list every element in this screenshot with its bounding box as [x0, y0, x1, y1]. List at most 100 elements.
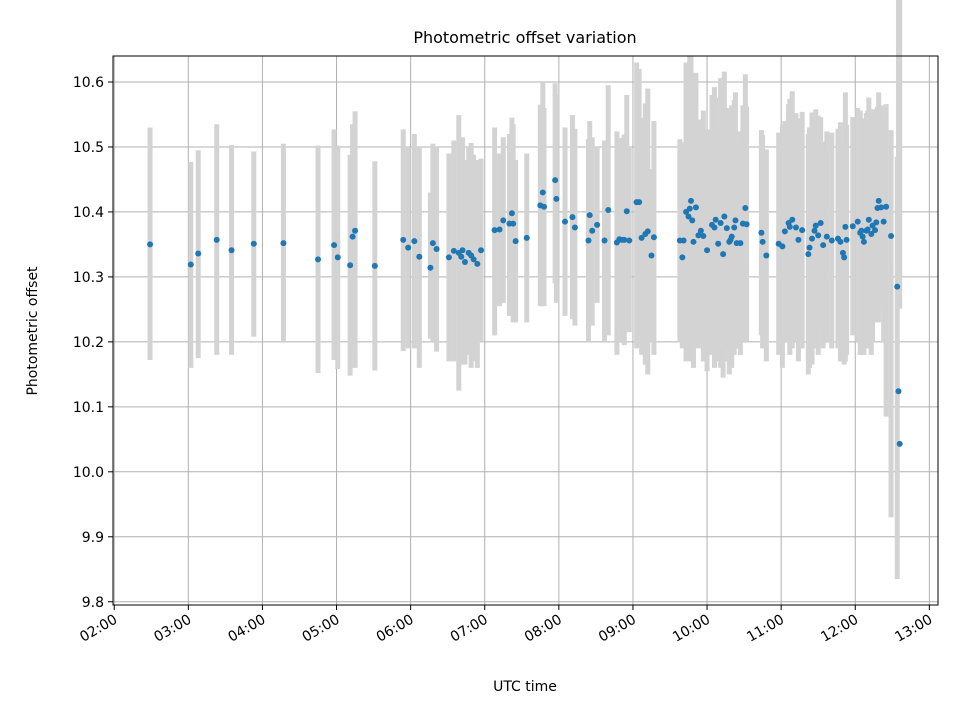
data-point [195, 250, 202, 257]
data-point [732, 217, 739, 224]
data-point [680, 237, 687, 244]
data-point [823, 233, 830, 240]
data-point [721, 213, 728, 220]
data-point [692, 204, 699, 211]
data-point [758, 229, 765, 236]
y-tick-label: 10.6 [73, 75, 104, 91]
data-point [334, 254, 341, 261]
data-point [779, 243, 786, 250]
data-point [717, 219, 724, 226]
data-point [621, 236, 628, 243]
data-point [690, 238, 697, 245]
y-tick-label: 10.5 [73, 140, 104, 156]
data-point [812, 222, 819, 229]
data-point [638, 234, 645, 241]
data-point [795, 236, 802, 243]
data-point [854, 218, 861, 225]
data-point [594, 221, 601, 228]
data-point [860, 238, 867, 245]
data-point [474, 260, 481, 267]
data-point [700, 232, 707, 239]
data-point [859, 233, 866, 240]
y-tick-label: 10.2 [73, 335, 104, 351]
data-point [585, 237, 592, 244]
data-point [411, 238, 418, 245]
data-point [742, 205, 749, 212]
y-tick-label: 10.1 [73, 400, 104, 416]
data-point [400, 236, 407, 243]
data-point [843, 236, 850, 243]
data-point [470, 256, 477, 263]
data-point [878, 204, 885, 211]
data-point [695, 232, 702, 239]
data-point [849, 223, 856, 230]
data-point [723, 225, 730, 232]
data-point [817, 219, 824, 226]
data-point [553, 195, 560, 202]
data-point [685, 213, 692, 220]
y-tick-label: 10.4 [73, 205, 104, 221]
data-point [371, 262, 378, 269]
data-points [147, 177, 903, 447]
data-point [806, 244, 813, 251]
data-point [720, 251, 727, 258]
y-axis-label: Photometric offset [25, 266, 41, 396]
data-point [842, 223, 849, 230]
data-point [875, 197, 882, 204]
data-point [491, 227, 498, 234]
data-point [888, 232, 895, 239]
data-point [315, 256, 322, 263]
data-point [539, 189, 546, 196]
data-point [648, 252, 655, 259]
data-point [433, 245, 440, 252]
data-point [743, 221, 750, 228]
data-point [728, 233, 735, 240]
data-point [820, 242, 827, 249]
data-point [858, 227, 865, 234]
data-point [686, 205, 693, 212]
data-point [416, 253, 423, 260]
data-point [589, 227, 596, 234]
data-point [512, 238, 519, 245]
data-point [623, 208, 630, 215]
data-point [805, 251, 812, 258]
data-point [841, 254, 848, 261]
data-point [147, 241, 154, 248]
data-point [880, 218, 887, 225]
data-point [523, 234, 530, 241]
data-point [601, 237, 608, 244]
y-axis-ticks: 9.8 9.9 10.0 10.1 10.2 10.3 10.4 10.5 10.6 [73, 75, 113, 611]
data-point [759, 238, 766, 245]
data-point [873, 219, 880, 226]
data-point [478, 247, 485, 254]
data-point [712, 216, 719, 223]
data-point [815, 232, 822, 239]
data-point [280, 240, 287, 247]
data-point [445, 254, 452, 261]
data-point [715, 240, 722, 247]
data-point [569, 214, 576, 221]
y-tick-label: 9.8 [82, 595, 104, 611]
data-point [228, 247, 235, 254]
data-point [605, 206, 612, 213]
y-tick-label: 9.9 [82, 530, 104, 546]
data-point [461, 258, 468, 265]
data-point [828, 237, 835, 244]
data-point [496, 226, 503, 233]
data-point [763, 252, 770, 259]
data-point [508, 210, 515, 217]
data-point [689, 217, 696, 224]
data-point [586, 212, 593, 219]
data-point [792, 224, 799, 231]
data-point [839, 249, 846, 256]
data-point [687, 197, 694, 204]
data-point [459, 247, 466, 254]
x-axis-label: UTC time [493, 679, 557, 695]
data-point [650, 234, 657, 241]
data-point [562, 218, 569, 225]
data-point [500, 217, 507, 224]
data-point [429, 240, 436, 247]
data-point [510, 220, 517, 227]
data-point [458, 253, 465, 260]
